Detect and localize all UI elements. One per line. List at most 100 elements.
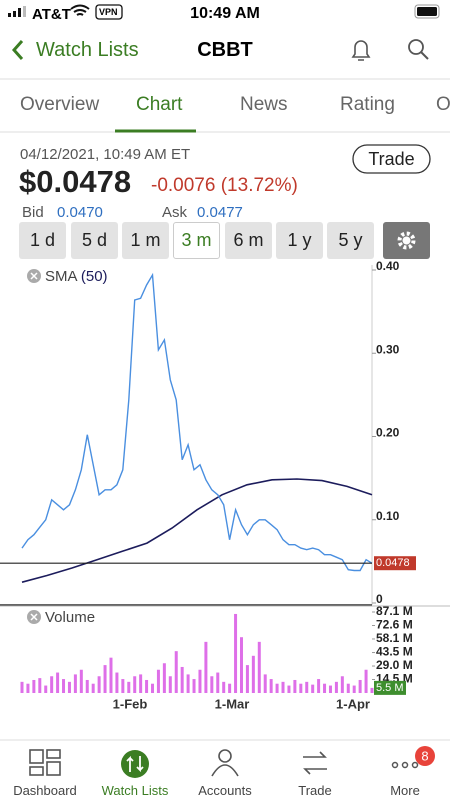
volume-bar [115,672,119,693]
volume-tick-label: 29.0 M [376,658,413,672]
volume-bar [133,676,137,693]
volume-bar [287,685,291,693]
range-button[interactable]: 3 m [173,222,220,259]
volume-bar [269,679,273,693]
arrows [126,755,144,773]
search-handle [420,51,429,60]
tab[interactable]: Rating [340,94,395,115]
x-label: 1-Feb [113,696,148,711]
volume-bar [334,681,338,693]
volume-tick-label: 72.6 M [376,618,413,632]
volume-bar [38,678,42,693]
back-chevron[interactable] [11,40,24,60]
volume-bar [79,669,83,693]
bell-icon[interactable] [351,40,371,61]
nav-title: CBBT [197,39,253,61]
carrier: AT&T [32,6,71,23]
volume-bar [67,681,71,693]
tab[interactable]: Chart [136,94,183,115]
volume-bar [340,676,344,693]
volume-bar [73,674,77,693]
volume-bar [26,683,30,693]
accounts-icon [211,764,239,777]
volume-bar [228,683,232,693]
volume-bar [127,681,131,693]
price-line [21,272,373,572]
wifi-icon [70,4,90,16]
back-label[interactable]: Watch Lists [36,39,139,61]
change: -0.0076 (13.72%) [151,175,298,197]
nav-item[interactable]: Dashboard [13,783,77,798]
ask: 0.0477 [197,204,243,221]
remove-x [30,272,38,280]
nav-item[interactable]: Trade [298,783,332,798]
more-icon[interactable] [391,761,419,769]
last-price-box [374,556,416,571]
nav-item[interactable]: Watch Lists [101,783,169,798]
volume-bar [275,683,279,693]
range-button[interactable]: 1 m [122,222,169,259]
watchlists-icon[interactable] [121,750,149,778]
range-button[interactable]: 5 y [327,222,374,259]
y-tick-label: 0.30 [376,342,400,356]
volume-bar [97,676,101,693]
volume-bar [162,663,166,693]
sma-line [21,478,373,583]
price: $0.0478 [19,164,132,199]
volume-bar [180,666,184,693]
battery-level [417,7,437,16]
volume-bar [328,685,332,693]
volume-tick-label: 43.5 M [376,645,413,659]
volume-bar [91,683,95,693]
volume-bar [234,613,238,693]
volume-bar [299,683,303,693]
trade-label[interactable]: Trade [368,149,415,169]
volume-bar [216,672,220,693]
accounts-icon[interactable] [218,749,232,763]
nav-item[interactable]: Accounts [198,783,252,798]
volume-bar [222,681,226,693]
volume-bar [139,674,143,693]
volume-bar [56,672,60,693]
volume-bar [257,641,261,693]
volume-bar [346,683,350,693]
volume-label: Volume [45,609,96,626]
volume-bar [239,637,243,693]
volume-bar [323,683,327,693]
volume-bar [145,679,149,693]
volume-bar [151,683,155,693]
volume-bar [311,684,315,693]
volume-bar [198,669,202,693]
tab[interactable]: Overview [20,94,100,115]
gear-icon [397,231,416,250]
change-abs: -0.0076 [151,175,216,196]
range-button[interactable]: 1 d [19,222,66,259]
volume-bar [62,679,66,693]
nav-item[interactable]: More [390,783,420,798]
ask-label: Ask [162,204,188,221]
volume-bar [103,665,107,693]
volume-bar [186,674,190,693]
trade-icon[interactable] [303,751,327,775]
trade-button[interactable] [352,144,431,174]
volume-tick-label: 58.1 M [376,631,413,645]
y-tick-label: 0 [376,592,383,606]
range-button[interactable]: 6 m [225,222,272,259]
y-tick-label: 0.10 [376,509,400,523]
tab[interactable]: O [436,94,450,115]
y-tick-label: 0.20 [376,426,400,440]
tab[interactable]: News [240,94,288,115]
last-volume-box [374,680,406,695]
range-button[interactable]: 1 y [276,222,323,259]
x-label: 1-Mar [215,696,250,711]
volume-bar [192,679,196,693]
volume-bar [85,679,89,693]
volume-bar [109,657,113,693]
volume-bar [20,681,24,693]
vpn: VPN [99,7,118,17]
dashboard-icon[interactable] [29,749,61,776]
volume-bar [50,676,54,693]
indicator-period: (50) [80,268,108,285]
range-button[interactable]: 5 d [71,222,118,259]
search-icon[interactable] [408,39,424,55]
